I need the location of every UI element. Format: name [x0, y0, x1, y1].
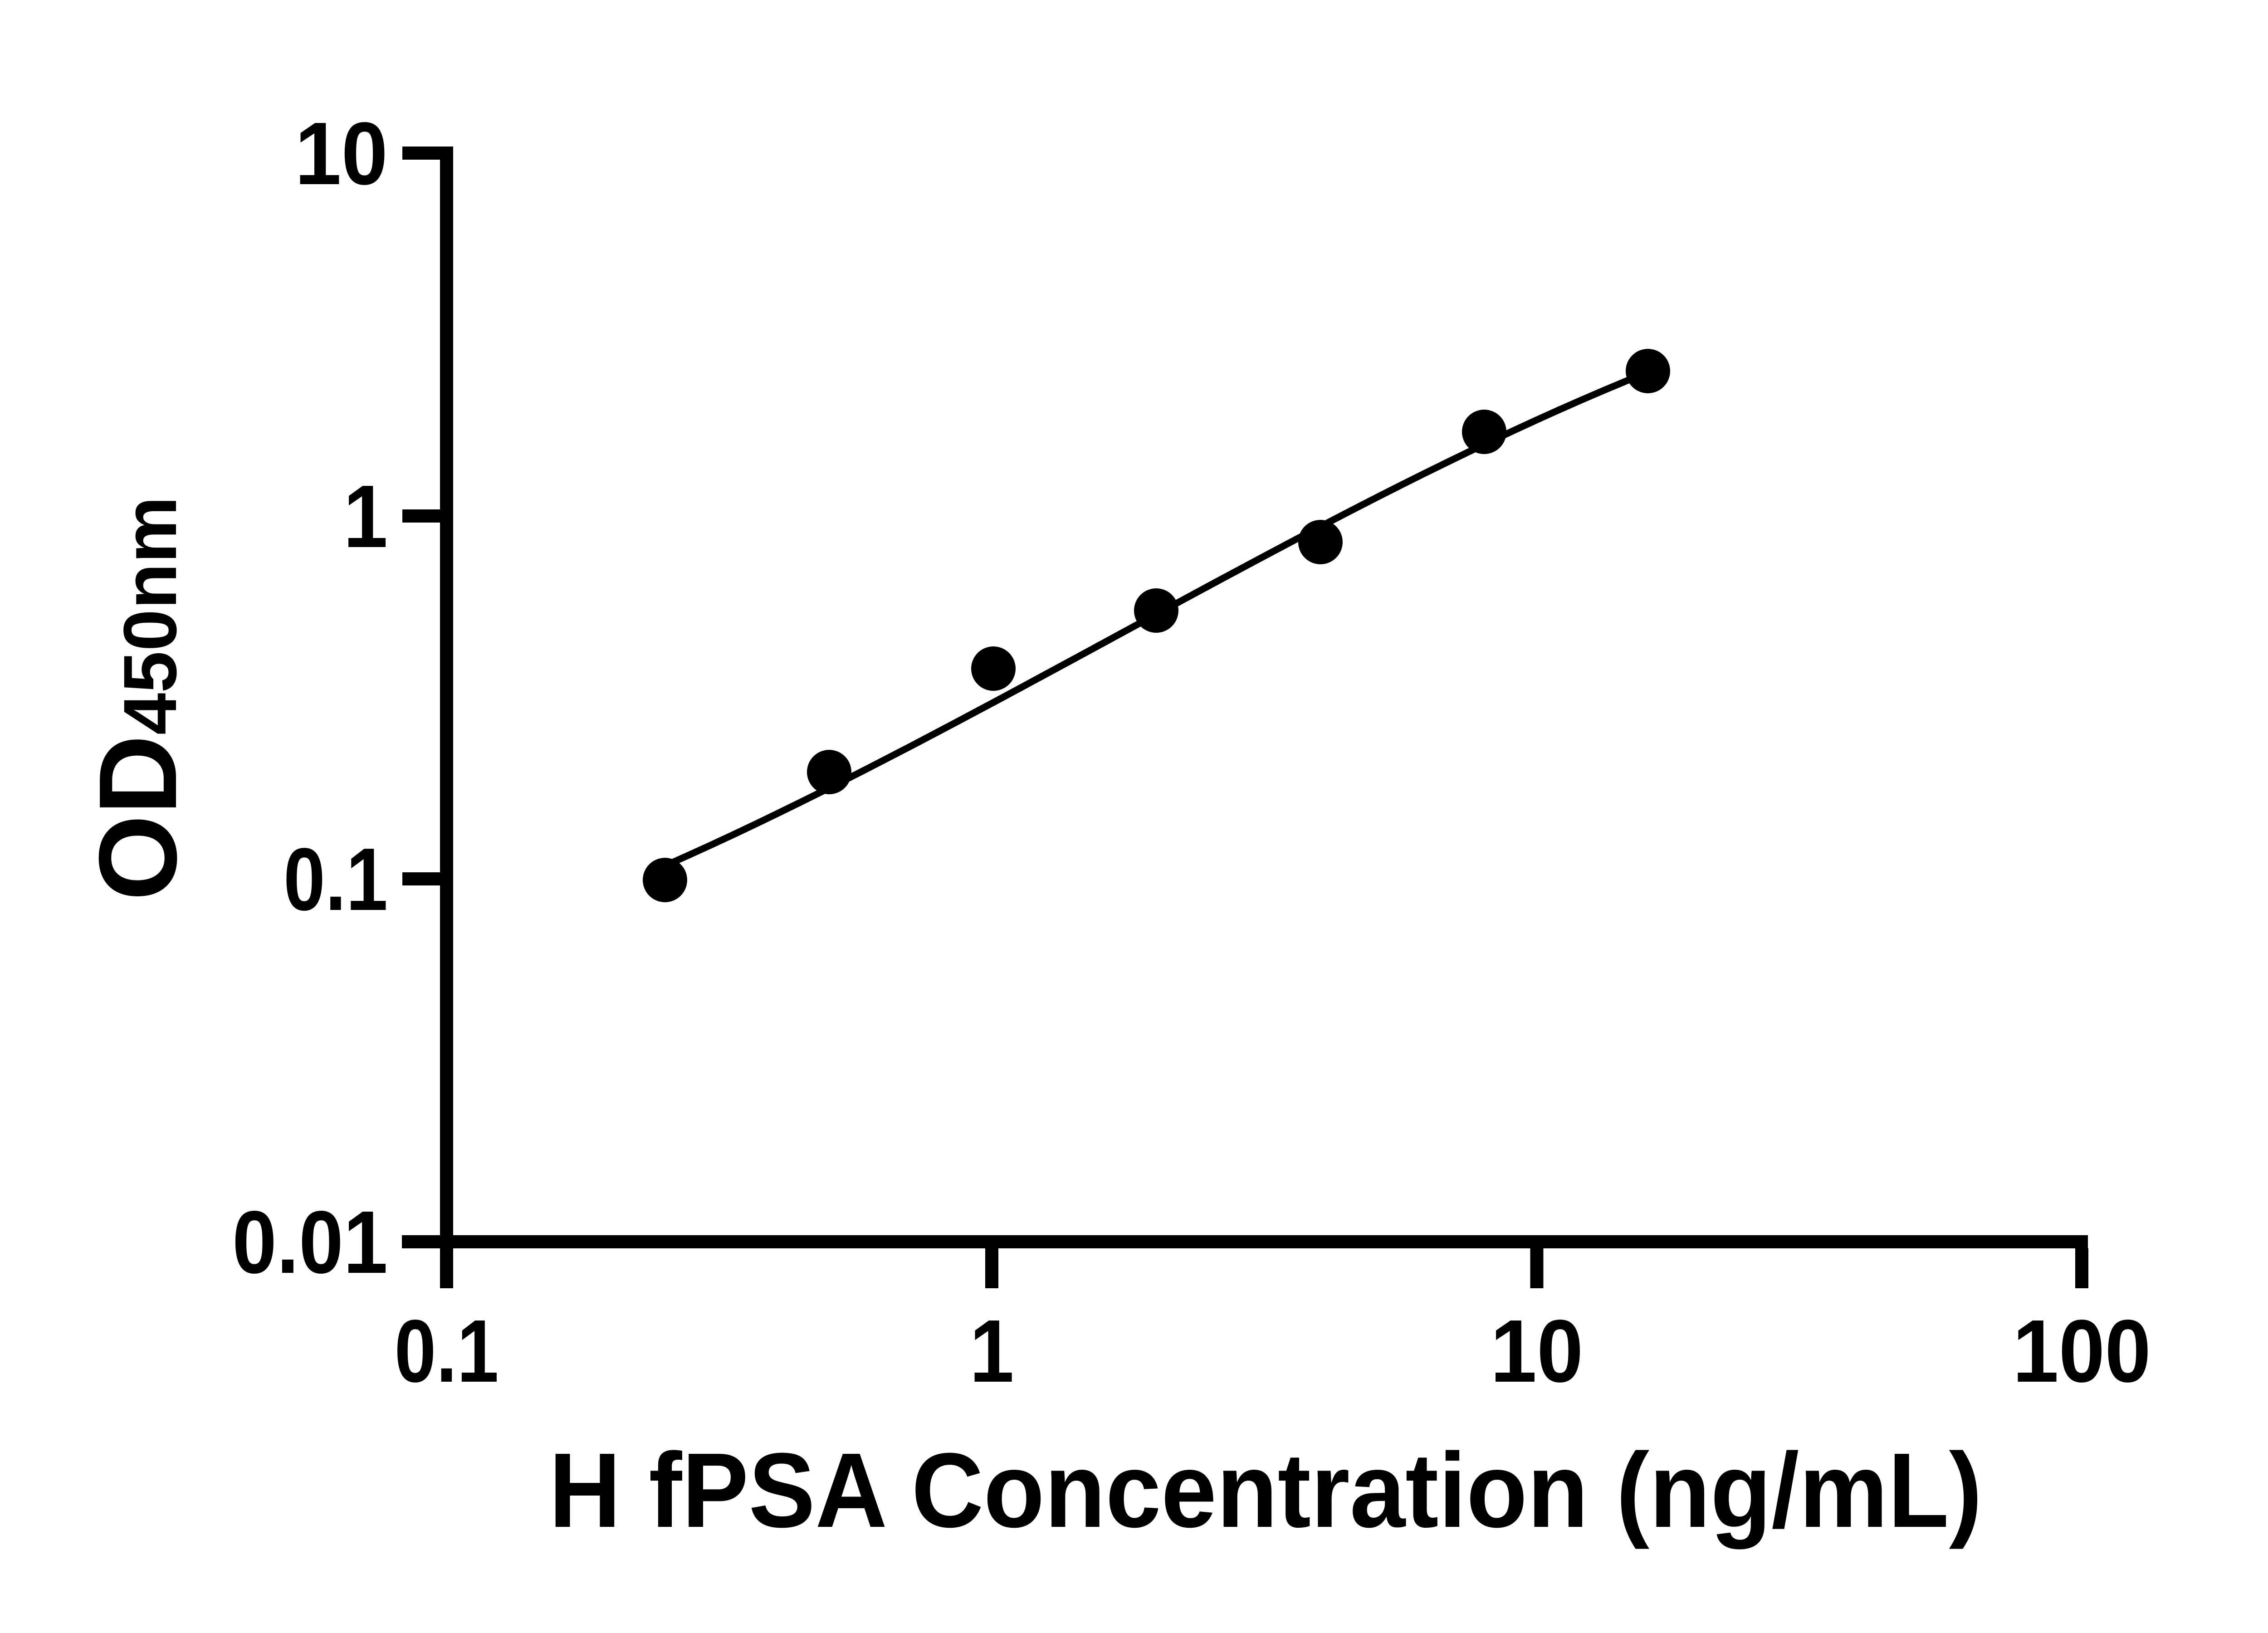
svg-text:100: 100 [2013, 1301, 2151, 1401]
svg-text:10: 10 [1491, 1301, 1584, 1401]
svg-text:0.01: 0.01 [232, 1193, 388, 1292]
svg-text:1: 1 [343, 467, 388, 566]
svg-text:H fPSA Concentration (ng/mL): H fPSA Concentration (ng/mL) [549, 1431, 1982, 1550]
svg-text:0.1: 0.1 [395, 1301, 499, 1401]
svg-text:OD450nm: OD450nm [76, 496, 200, 901]
svg-text:1: 1 [970, 1301, 1014, 1401]
svg-text:0.1: 0.1 [284, 830, 388, 929]
svg-text:10: 10 [295, 104, 388, 203]
